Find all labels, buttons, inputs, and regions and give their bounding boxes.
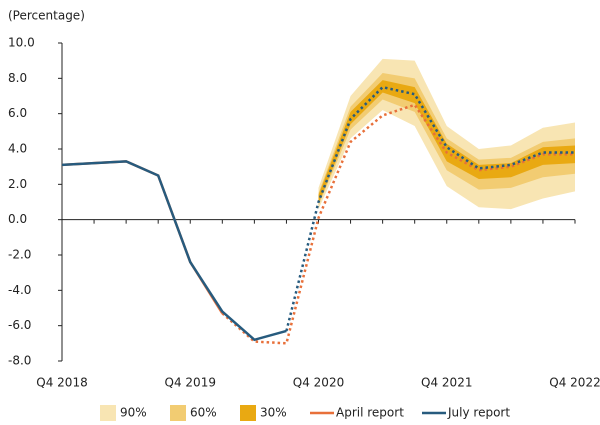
legend-label: 60% — [190, 406, 217, 420]
y-tick-label: 2.0 — [8, 177, 27, 191]
line-actual — [61, 160, 224, 314]
y-tick-label: -8.0 — [8, 354, 31, 368]
y-tick-label: 8.0 — [8, 71, 27, 85]
x-tick-label: Q4 2022 — [549, 376, 600, 390]
y-tick-label: -4.0 — [8, 283, 31, 297]
y-axis-label: (Percentage) — [8, 9, 85, 23]
legend-swatch — [240, 405, 256, 421]
y-tick-label: 10.0 — [8, 36, 35, 50]
x-tick-label: Q4 2018 — [36, 376, 87, 390]
line-projection — [285, 85, 575, 332]
x-tick-label: Q4 2021 — [421, 376, 472, 390]
y-tick-label: 6.0 — [8, 106, 27, 120]
legend-label: April report — [336, 406, 404, 420]
fan-band — [318, 58, 575, 210]
y-tick-label: 4.0 — [8, 142, 27, 156]
fan-band — [318, 80, 575, 204]
y-tick-label: -6.0 — [8, 318, 31, 332]
line-actual — [61, 160, 287, 342]
legend-label: 90% — [120, 406, 147, 420]
legend-swatch — [170, 405, 186, 421]
legend-label: July report — [447, 406, 510, 420]
y-tick-label: -2.0 — [8, 248, 31, 262]
legend-label: 30% — [260, 406, 287, 420]
x-tick-label: Q4 2019 — [165, 376, 216, 390]
y-tick-label: 0.0 — [8, 212, 27, 226]
legend-swatch — [100, 405, 116, 421]
x-tick-label: Q4 2020 — [293, 376, 344, 390]
